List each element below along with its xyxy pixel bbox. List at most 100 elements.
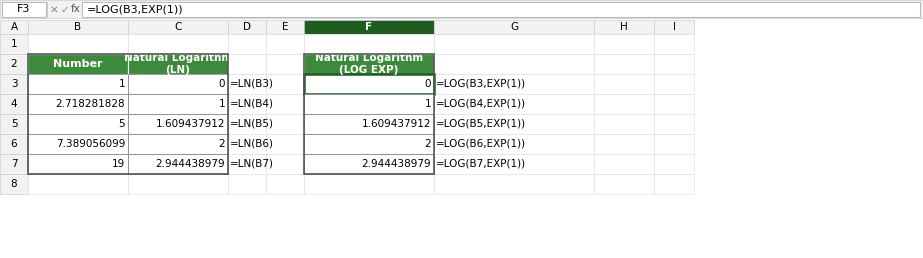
Bar: [228, 20, 266, 34]
Bar: [304, 94, 434, 114]
Text: 3: 3: [11, 79, 18, 89]
Bar: [594, 74, 654, 94]
Bar: [304, 20, 434, 34]
Bar: [304, 174, 434, 194]
Bar: [594, 154, 654, 174]
Bar: [0, 174, 28, 194]
Bar: [304, 54, 434, 74]
Text: =LOG(B7,EXP(1)): =LOG(B7,EXP(1)): [436, 159, 526, 169]
Bar: [654, 74, 694, 94]
Bar: [228, 114, 266, 134]
Bar: [128, 174, 228, 194]
Bar: [128, 74, 228, 94]
Bar: [304, 114, 434, 134]
Text: 2: 2: [219, 139, 225, 149]
Text: ✕: ✕: [50, 4, 58, 14]
Bar: [654, 54, 694, 74]
Bar: [0, 154, 28, 174]
Bar: [266, 94, 304, 114]
Bar: [28, 134, 128, 154]
Bar: [304, 154, 434, 174]
Bar: [28, 54, 128, 74]
Bar: [594, 114, 654, 134]
Bar: [28, 134, 128, 154]
Bar: [434, 94, 594, 114]
Text: 8: 8: [11, 179, 18, 189]
Text: 1: 1: [219, 99, 225, 109]
Bar: [28, 114, 128, 134]
Bar: [128, 154, 228, 174]
Text: 4: 4: [11, 99, 18, 109]
Bar: [28, 154, 128, 174]
Bar: [594, 54, 654, 74]
Text: =LN(B3): =LN(B3): [230, 79, 274, 89]
Text: 1: 1: [11, 39, 18, 49]
Bar: [654, 154, 694, 174]
Text: F: F: [366, 22, 373, 32]
Text: B: B: [75, 22, 81, 32]
Bar: [228, 134, 266, 154]
Text: C: C: [174, 22, 182, 32]
Bar: [266, 174, 304, 194]
Bar: [28, 74, 128, 94]
Text: 1: 1: [118, 79, 125, 89]
Bar: [434, 154, 594, 174]
Bar: [228, 174, 266, 194]
Text: 7: 7: [11, 159, 18, 169]
Text: =LOG(B6,EXP(1)): =LOG(B6,EXP(1)): [436, 139, 526, 149]
Bar: [228, 34, 266, 54]
Bar: [28, 20, 128, 34]
Bar: [228, 54, 266, 74]
Bar: [28, 94, 128, 114]
Bar: [304, 54, 434, 174]
Text: ✓: ✓: [61, 4, 69, 14]
Bar: [304, 74, 434, 94]
Bar: [434, 134, 594, 154]
Text: F3: F3: [18, 4, 30, 14]
Bar: [28, 94, 128, 114]
Text: A: A: [10, 22, 18, 32]
Bar: [128, 20, 228, 34]
Text: 1.609437912: 1.609437912: [155, 119, 225, 129]
Bar: [434, 74, 594, 94]
Text: E: E: [282, 22, 288, 32]
Bar: [28, 114, 128, 134]
Bar: [128, 154, 228, 174]
Bar: [304, 134, 434, 154]
Bar: [0, 34, 28, 54]
Text: =LN(B5): =LN(B5): [230, 119, 274, 129]
Bar: [434, 34, 594, 54]
Bar: [228, 94, 266, 114]
Text: 0: 0: [425, 79, 431, 89]
Bar: [28, 174, 128, 194]
Bar: [594, 94, 654, 114]
Bar: [128, 74, 228, 94]
Bar: [304, 34, 434, 54]
Text: H: H: [620, 22, 628, 32]
Text: 5: 5: [118, 119, 125, 129]
Bar: [0, 54, 28, 74]
Text: 1.609437912: 1.609437912: [362, 119, 431, 129]
Bar: [654, 20, 694, 34]
Text: 7.389056099: 7.389056099: [55, 139, 125, 149]
Bar: [28, 154, 128, 174]
Bar: [266, 114, 304, 134]
Text: =LN(B6): =LN(B6): [230, 139, 274, 149]
Bar: [0, 94, 28, 114]
Bar: [228, 74, 266, 94]
Bar: [28, 54, 128, 74]
Bar: [434, 20, 594, 34]
Bar: [128, 94, 228, 114]
Text: =LOG(B5,EXP(1)): =LOG(B5,EXP(1)): [436, 119, 526, 129]
Bar: [594, 174, 654, 194]
Text: =LN(B7): =LN(B7): [230, 159, 274, 169]
Text: =LOG(B4,EXP(1)): =LOG(B4,EXP(1)): [436, 99, 526, 109]
Text: G: G: [509, 22, 518, 32]
Bar: [304, 54, 434, 74]
Text: D: D: [243, 22, 251, 32]
Bar: [128, 114, 228, 134]
Bar: [0, 114, 28, 134]
Bar: [266, 54, 304, 74]
Bar: [304, 94, 434, 114]
Bar: [266, 20, 304, 34]
